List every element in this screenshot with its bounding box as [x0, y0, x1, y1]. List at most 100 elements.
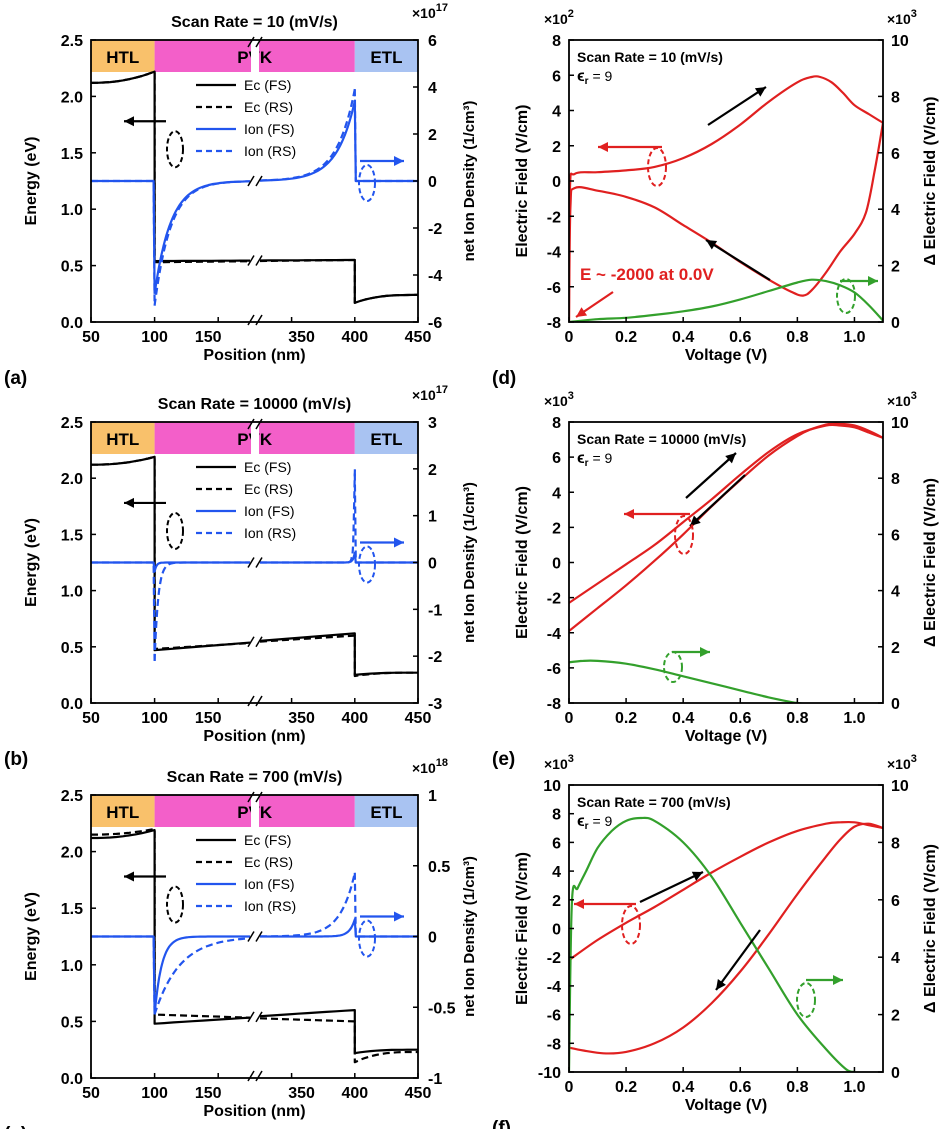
break-mark-b-3a [247, 636, 255, 648]
axis-indicator-field-ellipse-f [621, 905, 641, 945]
y2-tick-label-f-4: 8 [891, 835, 900, 852]
ion-rs-line-b-etl [353, 473, 418, 564]
y-axis-label-b: Energy (eV) [23, 518, 40, 607]
scan-direction-arrow-f-reverse [715, 929, 761, 991]
ec-rs-line-c-htl-pvk [91, 827, 251, 1019]
y-tick-label-d-7: 6 [552, 68, 561, 85]
scan-direction-arrow-d-forward [707, 86, 767, 126]
scan-direction-arrow-d-reverse-shaft [705, 239, 771, 281]
y2-tick-label-b-0: -3 [428, 696, 442, 713]
axis-indicator-ion-arrow-a [360, 156, 404, 166]
y-tick-label-f-1: -8 [547, 1036, 561, 1053]
y-multiplier-f-base: ×10 [544, 756, 568, 772]
x-tick-label-c-3: 350 [288, 1085, 315, 1102]
axis-break-gap-a [251, 38, 259, 324]
x-tick-label-b-2: 150 [195, 710, 222, 727]
panel-label-d: (d) [492, 368, 516, 389]
y-multiplier-d-base: ×10 [544, 11, 568, 27]
ion-fs-line-a-left [153, 180, 251, 295]
y2-axis-label-a: net Ion Density (1/cm³) [461, 101, 478, 262]
legend-entry-b-2: Ion (FS) [244, 503, 295, 519]
axis-indicator-delta-arrow-d-head [868, 276, 878, 286]
break-mark-a-3b [255, 255, 263, 266]
y-tick-label-a-0: 0.0 [61, 315, 83, 332]
break-mark-b-0a [247, 418, 255, 430]
y-tick-label-d-3: -2 [547, 209, 561, 226]
ion-fs-line-a-etl [353, 101, 418, 183]
y-tick-label-c-1: 0.5 [61, 1014, 83, 1031]
break-mark-b-3b [255, 636, 263, 648]
scan-rate-annotation-d: Scan Rate = 10 (mV/s) [577, 49, 723, 65]
axis-indicator-delta-ellipse-e [663, 651, 683, 683]
legend-entry-b-1: Ec (RS) [244, 481, 293, 497]
y-tick-label-e-6: 4 [552, 485, 561, 502]
y-tick-label-f-10: 10 [543, 778, 561, 795]
y2-tick-label-b-3: 0 [428, 556, 437, 573]
eps-symbol-f: ϵ [577, 813, 585, 830]
y-tick-label-b-5: 2.5 [61, 415, 83, 432]
axis-indicator-ec-arrow-a [124, 116, 166, 127]
y-tick-label-e-1: -6 [547, 661, 561, 678]
region-label-htl-a: HTL [106, 48, 139, 67]
axis-indicator-field-ellipse-e [674, 515, 694, 555]
panel-label-f: (f) [492, 1118, 511, 1129]
plot-frame-e [568, 421, 884, 704]
legend-entry-c-0: Ec (FS) [244, 832, 291, 848]
y-tick-label-e-8: 8 [552, 415, 561, 432]
y-tick-label-e-2: -4 [547, 626, 561, 643]
y2-tick-label-a-2: -2 [428, 221, 442, 238]
region-htl-b [91, 422, 155, 454]
y-tick-label-e-0: -8 [547, 696, 561, 713]
y2-multiplier-d: ×103 [887, 8, 917, 27]
scan-rate-annotation-f: Scan Rate = 700 (mV/s) [577, 794, 731, 810]
x-tick-label-f-3: 0.6 [729, 1079, 751, 1096]
eps-value-d: = 9 [589, 68, 613, 84]
y-tick-label-a-5: 2.5 [61, 33, 83, 50]
panel-label-a: (a) [4, 368, 27, 389]
scan-direction-arrow-f-forward [639, 871, 704, 903]
y-tick-label-f-5: 0 [552, 922, 561, 939]
y2-tick-label-a-6: 6 [428, 33, 437, 50]
scan-direction-arrow-f-forward-head [691, 871, 703, 881]
ion-rs-line-c-etl [353, 872, 418, 938]
axis-indicator-ion-ellipse-c [358, 919, 376, 958]
y-tick-label-d-2: -4 [547, 245, 561, 262]
y2-multiplier-b: ×1017 [412, 384, 448, 403]
y-tick-label-b-3: 1.5 [61, 527, 83, 544]
eps-symbol-e: ϵ [577, 450, 585, 467]
eps-subscript-f: r [585, 821, 589, 832]
y-axis-label-f: Electric Field (V/cm) [514, 852, 531, 1005]
ec-fs-line-c-htl-pvk [91, 829, 251, 1025]
y2-multiplier-e-base: ×10 [887, 393, 911, 409]
break-mark-a-3a [247, 255, 255, 266]
y-axis-label-a: Energy (eV) [23, 137, 40, 226]
axis-indicator-delta-ellipse-d [836, 278, 856, 314]
break-mark-a-2a [247, 175, 255, 187]
axis-indicator-ec-arrow-b [124, 497, 166, 508]
x-axis-label-f: Voltage (V) [685, 1097, 767, 1114]
y2-multiplier-b-exp: 17 [436, 384, 448, 396]
y-tick-label-e-3: -2 [547, 591, 561, 608]
y2-tick-label-e-4: 8 [891, 471, 900, 488]
x-tick-label-d-2: 0.4 [672, 329, 694, 346]
axis-indicator-delta-ellipse-f [796, 982, 816, 1018]
break-mark-a-1a [247, 314, 255, 326]
break-mark-c-0b [255, 791, 263, 803]
break-mark-c-1b [255, 1070, 263, 1082]
x-axis-label-d: Voltage (V) [685, 347, 767, 364]
y-tick-label-e-4: 0 [552, 556, 561, 573]
ion-fs-line-a-htl [91, 179, 156, 294]
series-line-f-2 [569, 816, 855, 1072]
y-tick-label-a-1: 0.5 [61, 259, 83, 276]
break-mark-c-2a [247, 931, 255, 942]
series-line-d-1 [569, 122, 883, 322]
y2-tick-label-d-1: 2 [891, 259, 900, 276]
scan-direction-arrow-e-forward-head [725, 453, 736, 464]
series-group-e [569, 422, 883, 703]
y2-multiplier-a: ×1017 [412, 2, 448, 21]
break-mark-c-1a [247, 1070, 255, 1082]
y-tick-label-e-5: 2 [552, 520, 561, 537]
x-tick-label-a-5: 450 [405, 329, 432, 346]
y-axis-label-e: Electric Field (V/cm) [514, 486, 531, 639]
permittivity-annotation-e: ϵr = 9 [577, 450, 613, 469]
